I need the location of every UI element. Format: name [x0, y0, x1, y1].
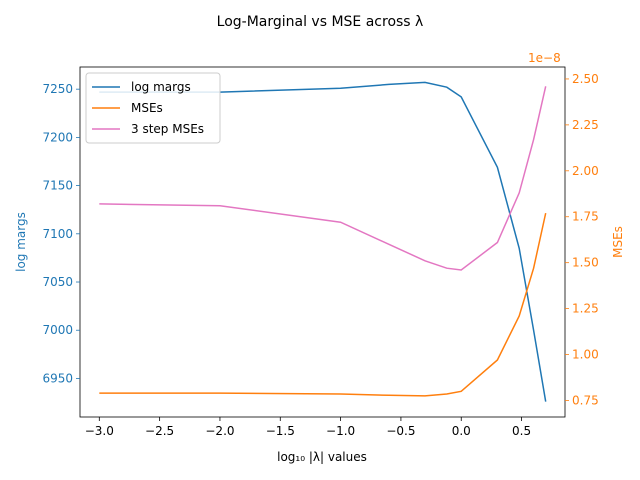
y-axis-left: 6950 7000 7050 7100 7150 7200 7250	[42, 82, 80, 385]
x-tick-label: −3.0	[85, 424, 114, 438]
x-tick-label: 0.5	[512, 424, 531, 438]
y-axis-right: 0.75 1.00 1.25 1.50 1.75 2.00 2.25 2.50	[565, 72, 599, 407]
series-line-MSEs	[99, 212, 547, 397]
legend-label: 3 step MSEs	[131, 122, 204, 136]
y-left-tick-label: 7000	[42, 323, 73, 337]
y-left-tick-label: 6950	[42, 371, 73, 385]
series-group	[99, 81, 547, 402]
y-right-tick-label: 1.75	[572, 210, 599, 224]
legend: log margs MSEs 3 step MSEs	[85, 72, 221, 144]
y-right-tick-label: 1.25	[572, 302, 599, 316]
right-axis-offset-text: 1e−8	[528, 51, 561, 65]
x-axis-label: log₁₀ |λ| values	[277, 450, 367, 464]
y-left-tick-label: 7100	[42, 227, 73, 241]
y-right-tick-label: 2.00	[572, 164, 599, 178]
legend-label: MSEs	[131, 101, 163, 115]
chart-title: Log-Marginal vs MSE across λ	[217, 14, 424, 30]
plot-area	[79, 66, 566, 418]
y-left-tick-label: 7200	[42, 130, 73, 144]
y-right-tick-label: 2.50	[572, 72, 599, 86]
legend-label: log margs	[131, 80, 191, 94]
axes-frame	[79, 66, 566, 418]
y-right-tick-label: 1.50	[572, 256, 599, 270]
x-tick-label: −1.5	[266, 424, 295, 438]
x-axis: −3.0 −2.5 −2.0 −1.5 −1.0 −0.5 0.0 0.5	[85, 417, 531, 438]
x-tick-label: −2.0	[205, 424, 234, 438]
y-right-tick-label: 1.00	[572, 348, 599, 362]
y-axis-right-label: MSEs	[611, 226, 625, 258]
series-line-log-margs	[99, 81, 547, 402]
y-left-tick-label: 7250	[42, 82, 73, 96]
y-left-tick-label: 7150	[42, 179, 73, 193]
y-right-tick-label: 2.25	[572, 118, 599, 132]
x-tick-label: −1.0	[326, 424, 355, 438]
y-left-tick-label: 7050	[42, 275, 73, 289]
y-right-tick-label: 0.75	[572, 393, 599, 407]
x-tick-label: 0.0	[452, 424, 471, 438]
x-tick-label: −2.5	[145, 424, 174, 438]
x-tick-label: −0.5	[386, 424, 415, 438]
series-line-3-step-MSEs	[99, 86, 547, 271]
y-axis-left-label: log margs	[14, 212, 28, 272]
legend-box	[85, 72, 221, 144]
